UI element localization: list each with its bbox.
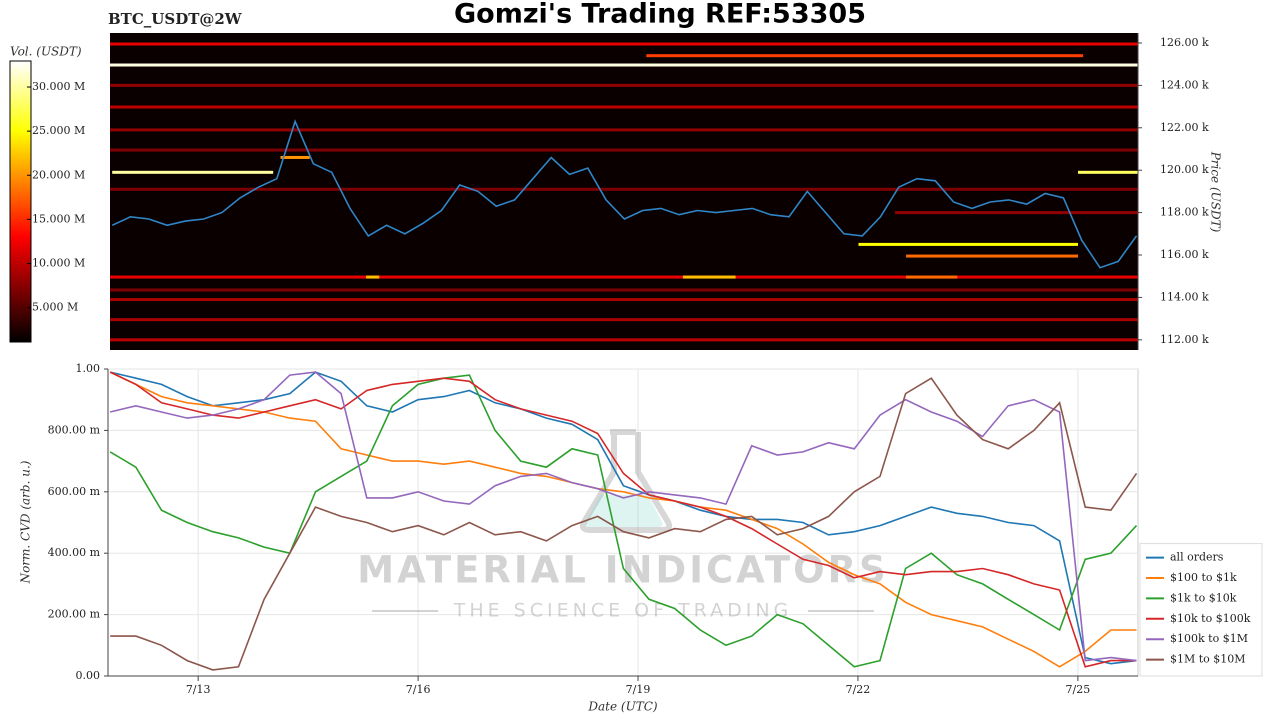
legend-label: all orders bbox=[1170, 551, 1224, 564]
price-heatmap: 112.00 k 114.00 k 116.00 k 118.00 k 120.00 k… bbox=[9, 33, 1209, 350]
heatmap-levels bbox=[110, 42, 1138, 342]
legend-label: $1k to $10k bbox=[1170, 591, 1237, 604]
liquidity-level bbox=[110, 275, 1138, 279]
y-tick-label: 200.00 m bbox=[48, 608, 101, 621]
liquidity-level bbox=[110, 318, 1138, 322]
x-tick-label: 7/13 bbox=[186, 683, 211, 696]
series-line bbox=[110, 371, 1137, 662]
x-tick-label: 7/22 bbox=[846, 683, 871, 696]
series-line bbox=[109, 371, 1137, 668]
liquidity-level bbox=[110, 83, 1138, 87]
y-tick-label: 114.00 k bbox=[1160, 290, 1209, 303]
chart-title: Gomzi's Trading REF:53305 bbox=[454, 0, 866, 30]
colorbar-tick-label: 5.000 M bbox=[32, 301, 78, 314]
legend-label: $100 to $1k bbox=[1170, 571, 1237, 584]
series-lines bbox=[109, 371, 1138, 671]
liquidity-level bbox=[895, 211, 1138, 215]
watermark-subtitle: THE SCIENCE OF TRADING bbox=[453, 600, 793, 622]
liquidity-level bbox=[1078, 170, 1138, 174]
y-tick-label: 118.00 k bbox=[1160, 206, 1209, 219]
y-axis-label: Price (USDT) bbox=[1209, 151, 1223, 233]
y-tick-label: 126.00 k bbox=[1160, 36, 1209, 49]
liquidity-level bbox=[906, 254, 1079, 258]
colorbar-tick-label: 30.000 M bbox=[32, 80, 85, 93]
x-tick-label: 7/16 bbox=[406, 683, 431, 696]
liquidity-level bbox=[280, 155, 310, 159]
liquidity-level bbox=[110, 338, 1138, 342]
y-tick-label: 600.00 m bbox=[48, 485, 101, 498]
legend-box bbox=[1139, 543, 1263, 677]
y-tick-label: 1.00 bbox=[76, 362, 101, 375]
liquidity-level bbox=[110, 128, 1138, 132]
x-tick-label: 7/19 bbox=[626, 683, 651, 696]
y-tick-label: 124.00 k bbox=[1160, 78, 1209, 91]
liquidity-level bbox=[110, 63, 1138, 67]
legend-label: $100k to $1M bbox=[1170, 632, 1248, 645]
liquidity-level bbox=[646, 54, 1084, 58]
liquidity-level bbox=[110, 42, 1138, 46]
watermark-flask bbox=[579, 429, 673, 533]
y-tick-label: 120.00 k bbox=[1160, 163, 1209, 176]
liquidity-level bbox=[110, 187, 1138, 191]
colorbar-tick-label: 20.000 M bbox=[32, 168, 85, 181]
plot-background bbox=[107, 368, 1139, 677]
chart-subtitle: BTC_USDT@2W bbox=[108, 10, 243, 28]
legend: all orders $100 to $1k $1k to $10k $10k to … bbox=[1139, 543, 1263, 677]
x-axis-label: Date (UTC) bbox=[587, 700, 657, 714]
legend-label: $10k to $100k bbox=[1170, 612, 1251, 625]
y-tick-label: 800.00 m bbox=[48, 423, 101, 436]
series-line bbox=[110, 371, 1137, 665]
colorbar-tick-label: 15.000 M bbox=[32, 212, 85, 225]
series-line bbox=[109, 371, 1137, 668]
y-tick-label: 122.00 k bbox=[1160, 121, 1209, 134]
y-tick-label: 112.00 k bbox=[1160, 333, 1209, 346]
colorbar bbox=[9, 60, 32, 343]
liquidity-level bbox=[110, 148, 1138, 152]
legend-label: $1M to $10M bbox=[1170, 653, 1246, 666]
price-line bbox=[111, 119, 1138, 269]
colorbar-tick-label: 25.000 M bbox=[32, 124, 85, 137]
x-tick-label: 7/25 bbox=[1066, 683, 1091, 696]
y-tick-label: 116.00 k bbox=[1160, 248, 1209, 261]
liquidity-level bbox=[858, 242, 1079, 246]
colorbar-tick-label: 10.000 M bbox=[32, 256, 85, 269]
liquidity-level bbox=[366, 275, 380, 279]
watermark-title: MATERIAL INDICATORS bbox=[357, 549, 888, 592]
y-tick-label: 0.00 bbox=[76, 669, 101, 682]
liquidity-level bbox=[112, 170, 274, 174]
liquidity-level bbox=[110, 288, 1138, 292]
colorbar-label: Vol. (USDT) bbox=[10, 45, 82, 59]
watermark-liquid bbox=[585, 495, 663, 527]
heatmap-background bbox=[110, 33, 1138, 350]
liquidity-level bbox=[906, 275, 958, 279]
y-axis-label: Norm. CVD (arb. u.) bbox=[19, 460, 33, 584]
cvd-chart: MATERIAL INDICATORS THE SCIENCE OF TRADI… bbox=[48, 362, 1263, 696]
series-line bbox=[109, 374, 1138, 668]
liquidity-level bbox=[110, 105, 1138, 109]
y-tick-label: 400.00 m bbox=[48, 546, 101, 559]
liquidity-level bbox=[110, 298, 1138, 302]
liquidity-level bbox=[682, 275, 736, 279]
series-line bbox=[110, 377, 1138, 671]
